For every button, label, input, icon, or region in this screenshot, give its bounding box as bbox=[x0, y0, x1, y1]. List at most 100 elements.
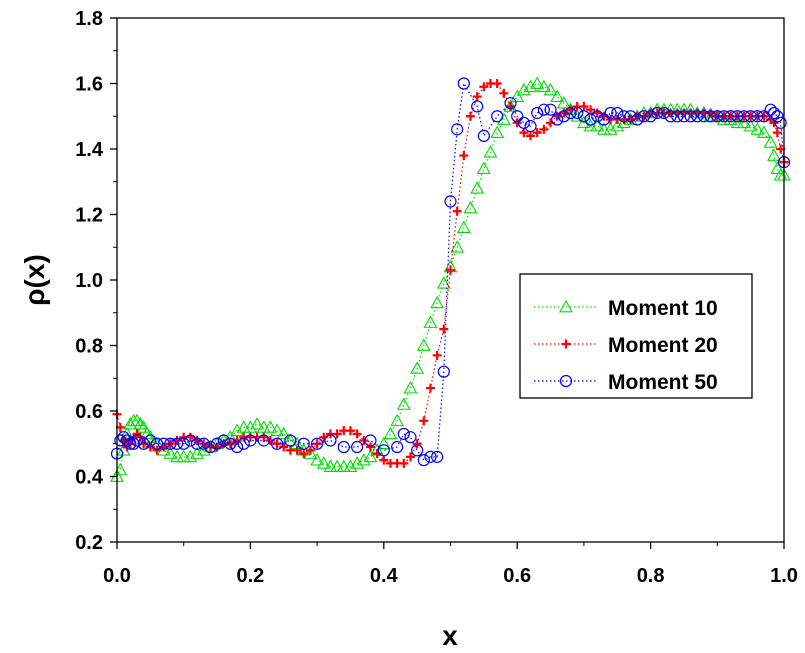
legend-symbol bbox=[561, 339, 571, 349]
data-point bbox=[410, 361, 425, 374]
data-point bbox=[459, 151, 469, 161]
data-point bbox=[144, 434, 157, 447]
data-point bbox=[444, 195, 457, 208]
data-point bbox=[499, 88, 509, 98]
data-point bbox=[419, 416, 429, 426]
data-point bbox=[316, 456, 331, 469]
y-tick-label: 0.8 bbox=[75, 336, 103, 358]
data-point bbox=[403, 380, 418, 394]
legend-box bbox=[519, 273, 753, 399]
data-point bbox=[767, 106, 781, 120]
data-point bbox=[177, 437, 190, 450]
data-point bbox=[451, 123, 464, 136]
data-point bbox=[332, 429, 342, 439]
data-point bbox=[531, 106, 544, 120]
data-point bbox=[543, 82, 558, 96]
data-point bbox=[120, 434, 134, 447]
data-point bbox=[579, 101, 589, 111]
y-axis: 0.2 0.4 0.6 0.8 1.0 1.2 1.4 1.6 1.8 bbox=[75, 8, 117, 554]
data-point bbox=[604, 106, 617, 120]
data-point bbox=[552, 111, 562, 121]
data-point bbox=[283, 433, 298, 446]
legend: Moment 10 Moment 20 Moment 50 bbox=[519, 273, 753, 399]
data-point bbox=[537, 103, 550, 116]
y-tick-label: 1.4 bbox=[75, 139, 104, 161]
data-point bbox=[750, 122, 765, 135]
data-point bbox=[490, 125, 505, 138]
data-point bbox=[127, 437, 140, 450]
data-point bbox=[436, 276, 451, 289]
x-tick-label: 0.2 bbox=[236, 565, 264, 587]
data-point bbox=[532, 128, 542, 138]
data-point bbox=[376, 436, 391, 450]
series-layer bbox=[110, 76, 791, 482]
data-point bbox=[270, 437, 284, 450]
data-point bbox=[556, 96, 571, 109]
data-point bbox=[452, 206, 462, 216]
data-point bbox=[571, 106, 584, 120]
data-point bbox=[297, 437, 310, 450]
data-point bbox=[504, 97, 517, 110]
data-point bbox=[510, 89, 525, 102]
data-point bbox=[767, 148, 781, 161]
data-point bbox=[457, 77, 470, 90]
y-tick-label: 0.2 bbox=[75, 532, 103, 554]
y-tick-label: 1.0 bbox=[75, 270, 103, 292]
data-point bbox=[550, 89, 565, 102]
x-tick-label: 0.4 bbox=[370, 565, 399, 587]
x-tick-label: 0.0 bbox=[103, 565, 131, 587]
data-point bbox=[276, 426, 291, 440]
legend-marker bbox=[561, 339, 571, 349]
y-tick-label: 1.6 bbox=[75, 74, 103, 96]
data-point bbox=[723, 112, 738, 125]
data-point bbox=[476, 161, 491, 174]
data-point bbox=[299, 449, 309, 459]
data-point bbox=[471, 100, 484, 113]
data-point bbox=[544, 103, 557, 116]
data-point bbox=[150, 437, 164, 450]
y-tick-label: 1.2 bbox=[75, 205, 103, 227]
data-point bbox=[744, 110, 757, 123]
data-point bbox=[743, 118, 758, 132]
data-point bbox=[711, 110, 724, 123]
data-point bbox=[610, 118, 625, 132]
data-point bbox=[210, 437, 224, 450]
data-point bbox=[310, 452, 325, 466]
data-point bbox=[496, 112, 511, 125]
data-point bbox=[377, 444, 390, 457]
data-point bbox=[450, 240, 465, 253]
data-point bbox=[135, 432, 145, 442]
data-point bbox=[130, 413, 144, 427]
data-point bbox=[250, 416, 265, 430]
data-point bbox=[130, 434, 144, 447]
data-point bbox=[446, 265, 455, 275]
data-point bbox=[237, 437, 250, 450]
data-point bbox=[399, 458, 409, 468]
data-point bbox=[463, 200, 478, 214]
data-point bbox=[196, 443, 211, 456]
data-point bbox=[470, 181, 485, 194]
data-point bbox=[483, 145, 498, 158]
data-point bbox=[365, 442, 375, 452]
data-point bbox=[437, 365, 450, 378]
data-point bbox=[586, 105, 596, 115]
data-point bbox=[651, 106, 664, 120]
data-point bbox=[576, 115, 591, 129]
data-point bbox=[611, 106, 624, 120]
x-axis-title: x bbox=[442, 620, 458, 651]
series-circle bbox=[110, 77, 791, 467]
data-point bbox=[123, 416, 138, 430]
data-point bbox=[323, 459, 338, 473]
legend-marker bbox=[559, 299, 573, 313]
data-point bbox=[197, 437, 210, 450]
data-point bbox=[774, 116, 787, 129]
data-point bbox=[204, 440, 217, 454]
data-point bbox=[170, 449, 184, 463]
data-point bbox=[143, 430, 158, 443]
data-point bbox=[343, 459, 358, 473]
legend-label: Moment 50 bbox=[608, 371, 718, 394]
x-axis: 0.0 0.2 0.4 0.6 0.8 1.0 bbox=[103, 542, 798, 587]
data-point bbox=[644, 110, 657, 123]
data-point bbox=[176, 449, 191, 463]
data-point bbox=[359, 435, 369, 445]
